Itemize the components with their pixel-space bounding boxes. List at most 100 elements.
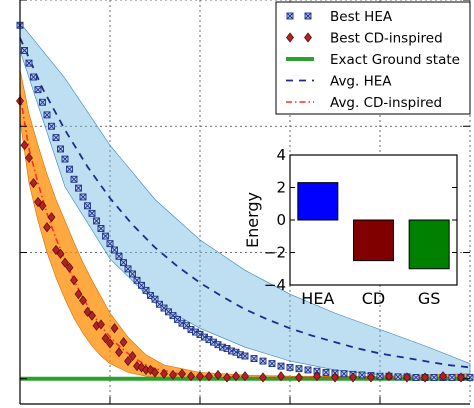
marker-best-cd-inspired	[101, 333, 110, 344]
marker-best-cd-inspired	[367, 372, 375, 383]
marker-best-hea	[30, 73, 37, 81]
legend-label: Best CD-inspired	[330, 31, 443, 47]
marker-best-cd-inspired	[277, 371, 285, 382]
inset-x-tick-label: CD	[362, 289, 386, 308]
marker-best-hea	[304, 366, 312, 374]
marker-best-cd-inspired	[29, 177, 38, 189]
marker-best-cd-inspired	[47, 212, 56, 223]
marker-best-cd-inspired	[349, 372, 357, 383]
marker-best-hea	[25, 59, 33, 67]
marker-best-hea	[448, 374, 456, 381]
inset-y-tick-label: 0	[276, 211, 286, 229]
marker-best-cd-inspired	[385, 371, 393, 382]
marker-best-cd-inspired	[295, 372, 303, 383]
marker-best-cd-inspired	[70, 275, 78, 286]
marker-best-cd-inspired	[205, 371, 213, 382]
marker-best-hea	[340, 370, 348, 378]
marker-best-cd-inspired	[151, 367, 159, 378]
inset-x-tick-label: HEA	[301, 289, 334, 308]
legend-label: Best HEA	[330, 9, 393, 25]
marker-best-hea	[106, 240, 114, 248]
marker-best-cd-inspired	[187, 371, 195, 382]
marker-best-hea	[322, 368, 330, 376]
inset-y-axis-label: Energy	[243, 192, 262, 248]
marker-best-cd-inspired	[128, 350, 137, 362]
marker-best-cd-inspired	[313, 371, 321, 382]
marker-best-hea	[61, 155, 69, 163]
marker-best-hea	[124, 265, 132, 273]
legend: Best HEA Best CD-inspired Exact Ground sta…	[275, 1, 471, 115]
marker-best-cd-inspired	[178, 368, 186, 379]
marker-best-cd-inspired	[97, 319, 105, 330]
marker-best-hea	[133, 276, 141, 284]
marker-best-cd-inspired	[259, 372, 267, 383]
legend-entry: Best HEA	[286, 9, 393, 25]
marker-best-hea	[102, 232, 109, 240]
legend-label: Avg. CD-inspired	[330, 95, 442, 111]
marker-best-cd-inspired	[214, 369, 222, 381]
legend-entry: Exact Ground state	[286, 52, 460, 68]
main-axes	[19, 0, 470, 405]
marker-best-hea	[250, 355, 258, 362]
marker-best-cd-inspired	[61, 257, 69, 268]
marker-best-hea	[277, 362, 285, 370]
inset-bar-chart: HEA CD GS 4 2 0 −2 −4 Energy	[243, 146, 458, 308]
marker-best-hea	[111, 246, 118, 254]
marker-best-cd-inspired	[241, 371, 249, 382]
marker-best-hea	[75, 184, 82, 192]
marker-best-hea	[70, 175, 78, 183]
marker-best-cd-inspired	[106, 338, 114, 349]
marker-best-hea	[286, 363, 294, 371]
marker-best-cd-inspired	[403, 372, 411, 383]
inset-bar-hea	[297, 182, 339, 221]
marker-best-hea	[412, 374, 420, 381]
marker-best-cd-inspired	[43, 222, 51, 233]
marker-best-hea	[66, 165, 73, 173]
marker-best-hea	[174, 315, 181, 323]
marker-best-cd-inspired	[88, 310, 96, 321]
marker-best-hea	[430, 374, 438, 381]
marker-best-hea	[97, 225, 105, 232]
marker-best-hea	[268, 360, 276, 368]
marker-best-hea	[241, 352, 249, 360]
inset-y-tick-label: −2	[264, 244, 286, 262]
marker-best-cd-inspired	[79, 295, 87, 306]
marker-best-cd-inspired	[137, 362, 146, 373]
marker-best-cd-inspired	[110, 323, 119, 334]
marker-best-cd-inspired	[439, 371, 447, 382]
marker-best-hea	[259, 357, 267, 365]
marker-best-cd-inspired	[119, 337, 128, 348]
marker-best-hea	[57, 145, 64, 153]
marker-best-hea	[183, 322, 190, 330]
marker-best-cd-inspired	[74, 289, 83, 300]
marker-best-hea	[88, 209, 96, 217]
legend-marker-best-cd-inspired	[304, 32, 312, 43]
inset-y-tick-label: −4	[264, 276, 286, 294]
legend-entry: Avg. HEA	[286, 74, 392, 90]
inset-bar-gs	[408, 219, 450, 270]
legend-entry: Best CD-inspired	[286, 31, 443, 47]
marker-best-hea	[39, 98, 46, 106]
marker-best-hea	[21, 47, 28, 54]
inset-x-tick-label: GS	[418, 289, 441, 308]
marker-best-cd-inspired	[20, 140, 29, 151]
marker-best-cd-inspired	[38, 200, 47, 211]
marker-best-cd-inspired	[124, 356, 132, 367]
marker-best-cd-inspired	[115, 347, 123, 358]
marker-best-hea	[394, 373, 402, 381]
marker-best-cd-inspired	[232, 371, 240, 382]
marker-best-cd-inspired	[52, 244, 60, 256]
marker-best-cd-inspired	[83, 306, 92, 317]
marker-best-cd-inspired	[421, 372, 429, 383]
marker-best-cd-inspired	[56, 248, 65, 259]
marker-best-hea	[376, 372, 384, 380]
inset-y-tick-label: 4	[276, 146, 286, 164]
marker-best-hea	[120, 259, 127, 267]
inset-bar-cd	[353, 219, 394, 262]
marker-best-cd-inspired	[146, 364, 155, 375]
marker-best-hea	[93, 217, 100, 225]
marker-best-cd-inspired	[196, 371, 204, 382]
legend-marker-best-cd-inspired	[286, 32, 294, 43]
marker-best-hea	[147, 291, 154, 299]
